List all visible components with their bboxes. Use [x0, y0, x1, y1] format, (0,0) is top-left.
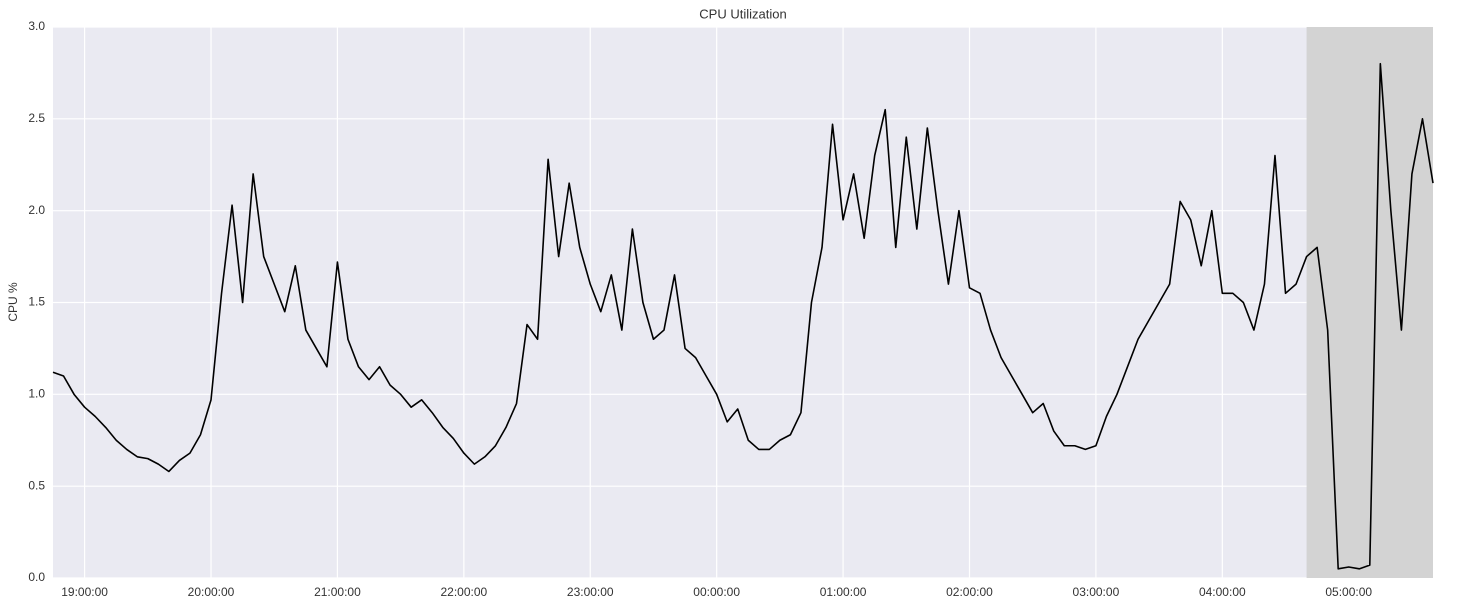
y-tick-label: 0.0 — [28, 570, 45, 584]
x-tick-label: 00:00:00 — [693, 585, 740, 599]
line — [52, 62, 1434, 570]
y-tick-label: 1.0 — [28, 387, 45, 401]
y-tick-label: 2.0 — [28, 203, 45, 217]
shaded-region — [1306, 27, 1433, 578]
chart-title: CPU Utilization — [699, 6, 786, 21]
x-tick-label: 02:00:00 — [946, 585, 993, 599]
x-tick-label: 19:00:00 — [61, 585, 108, 599]
x-tick-label: 20:00:00 — [188, 585, 235, 599]
x-tick-label: 23:00:00 — [567, 585, 614, 599]
y-axis-label: CPU % — [6, 282, 20, 322]
x-tick-label: 21:00:00 — [314, 585, 361, 599]
x-tick-label: 01:00:00 — [820, 585, 867, 599]
y-tick-label: 2.5 — [28, 111, 45, 125]
x-tick-label: 05:00:00 — [1325, 585, 1372, 599]
x-tick-label: 04:00:00 — [1199, 585, 1246, 599]
x-tick-label: 03:00:00 — [1073, 585, 1120, 599]
x-tick-label: 22:00:00 — [440, 585, 487, 599]
y-tick-label: 3.0 — [28, 19, 45, 33]
y-tick-label: 1.5 — [28, 295, 45, 309]
y-tick-label: 0.5 — [28, 478, 45, 492]
